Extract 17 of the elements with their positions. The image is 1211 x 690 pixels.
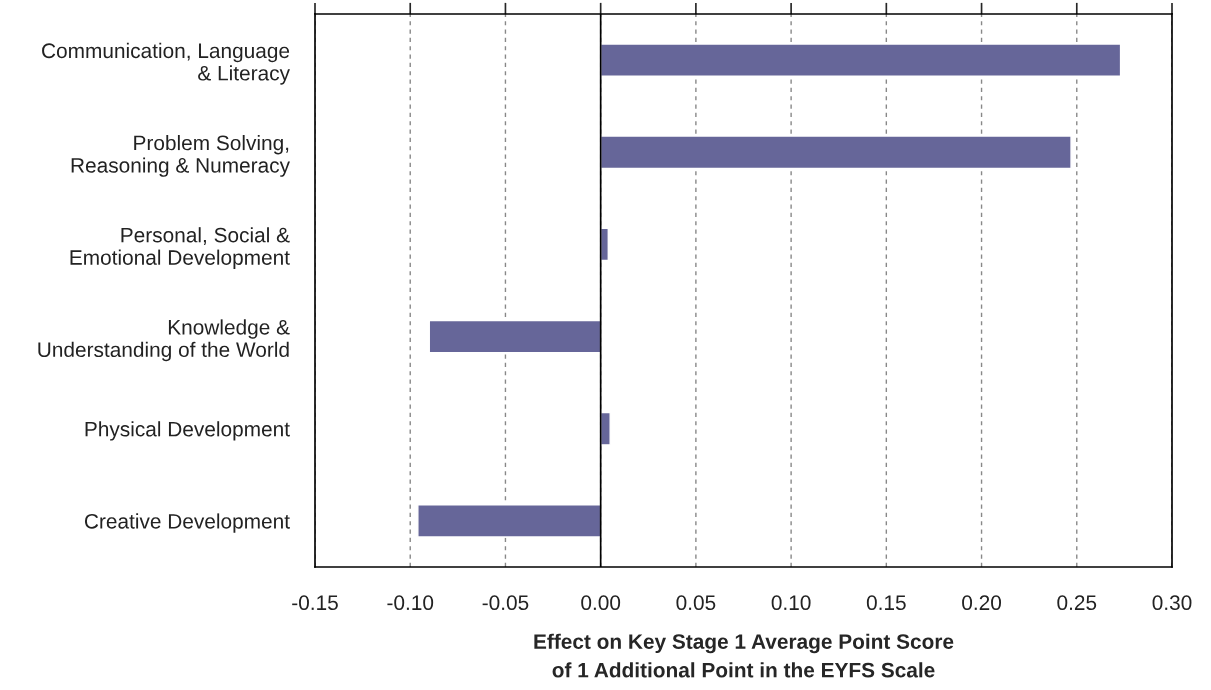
y-tick-label: Knowledge & Understanding of the World [38, 319, 290, 362]
x-tick-label: 0.20 [962, 595, 1002, 611]
x-tick-label: 0.15 [866, 595, 906, 611]
y-tick-label: Communication, Language & Literacy [42, 42, 290, 85]
x-tick-label: 0.00 [581, 595, 621, 611]
y-tick-label: Personal, Social & Emotional Development [70, 227, 290, 270]
x-tick-label: -0.05 [482, 595, 529, 611]
x-tick-label: 0.30 [1152, 595, 1192, 611]
y-tick-label: Creative Development [84, 513, 290, 533]
x-tick-label: -0.10 [387, 595, 434, 611]
x-tick-label: 0.25 [1057, 595, 1097, 611]
x-axis-title: Effect on Key Stage 1 Average Point Score of 1 Additional Point in the EYFS Scale [534, 633, 954, 678]
x-tick-label: -0.15 [292, 595, 338, 611]
x-tick-label: 0.05 [676, 595, 716, 611]
y-tick-label: Physical Development [85, 421, 290, 441]
x-tick-label: 0.10 [771, 595, 811, 611]
y-tick-label: Problem Solving, Reasoning & Numeracy [71, 134, 290, 177]
